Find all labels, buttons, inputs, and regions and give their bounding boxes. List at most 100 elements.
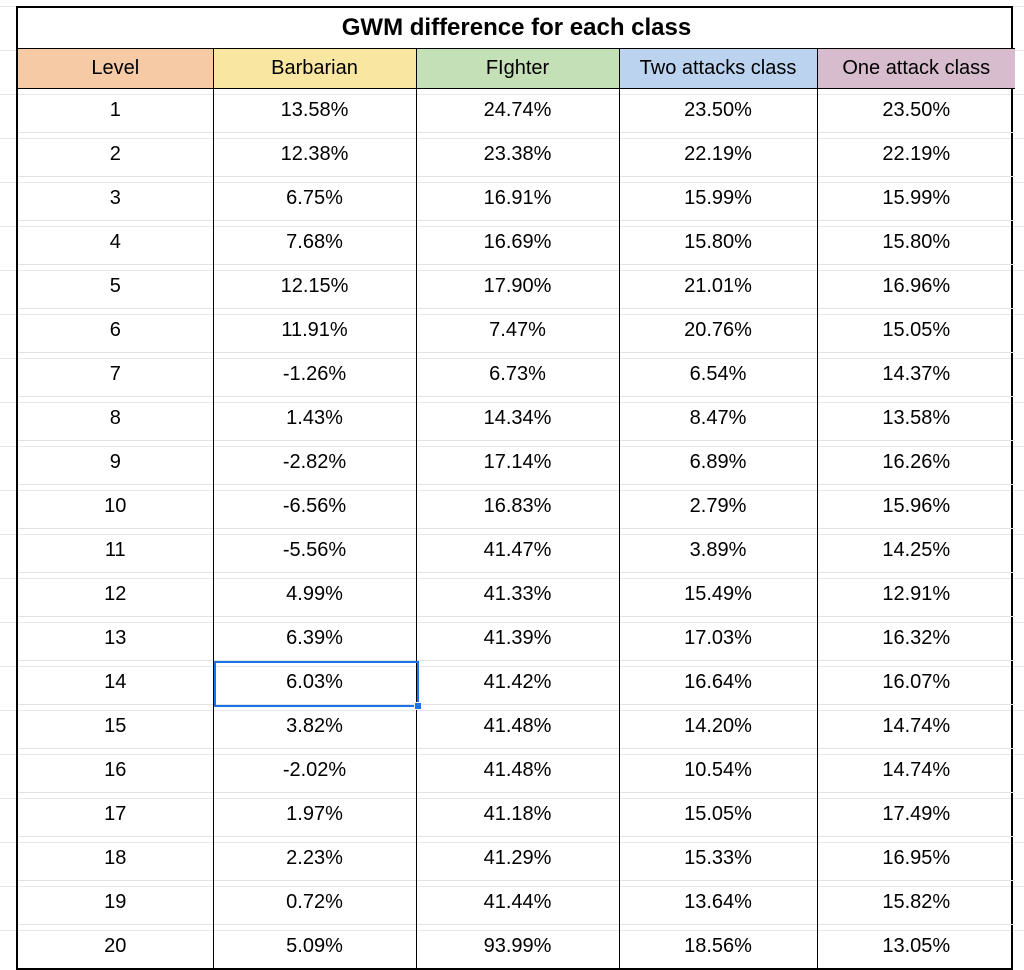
cell-level[interactable]: 20 <box>18 924 213 968</box>
cell-fighter[interactable]: 16.69% <box>416 220 619 264</box>
cell-fighter[interactable]: 6.73% <box>416 352 619 396</box>
cell-barbarian[interactable]: 13.58% <box>213 88 416 132</box>
cell-two[interactable]: 17.03% <box>619 616 817 660</box>
column-header-barbarian[interactable]: Barbarian <box>213 48 416 88</box>
cell-level[interactable]: 8 <box>18 396 213 440</box>
cell-one[interactable]: 14.37% <box>817 352 1015 396</box>
cell-one[interactable]: 16.26% <box>817 440 1015 484</box>
cell-level[interactable]: 5 <box>18 264 213 308</box>
cell-fighter[interactable]: 24.74% <box>416 88 619 132</box>
cell-barbarian[interactable]: 5.09% <box>213 924 416 968</box>
cell-barbarian[interactable]: -1.26% <box>213 352 416 396</box>
cell-two[interactable]: 15.80% <box>619 220 817 264</box>
cell-fighter[interactable]: 17.90% <box>416 264 619 308</box>
cell-level[interactable]: 3 <box>18 176 213 220</box>
cell-one[interactable]: 16.32% <box>817 616 1015 660</box>
cell-one[interactable]: 16.07% <box>817 660 1015 704</box>
cell-barbarian[interactable]: 1.97% <box>213 792 416 836</box>
cell-barbarian[interactable]: 12.15% <box>213 264 416 308</box>
cell-two[interactable]: 8.47% <box>619 396 817 440</box>
cell-two[interactable]: 6.54% <box>619 352 817 396</box>
cell-fighter[interactable]: 16.83% <box>416 484 619 528</box>
table-title[interactable]: GWM difference for each class <box>18 8 1015 48</box>
cell-barbarian[interactable]: 6.75% <box>213 176 416 220</box>
cell-fighter[interactable]: 7.47% <box>416 308 619 352</box>
cell-barbarian[interactable]: 4.99% <box>213 572 416 616</box>
cell-two[interactable]: 15.33% <box>619 836 817 880</box>
cell-barbarian[interactable]: 2.23% <box>213 836 416 880</box>
cell-one[interactable]: 14.74% <box>817 748 1015 792</box>
cell-level[interactable]: 2 <box>18 132 213 176</box>
cell-one[interactable]: 15.99% <box>817 176 1015 220</box>
cell-fighter[interactable]: 41.44% <box>416 880 619 924</box>
cell-two[interactable]: 15.49% <box>619 572 817 616</box>
cell-one[interactable]: 15.96% <box>817 484 1015 528</box>
cell-fighter[interactable]: 23.38% <box>416 132 619 176</box>
cell-level[interactable]: 14 <box>18 660 213 704</box>
cell-level[interactable]: 18 <box>18 836 213 880</box>
cell-two[interactable]: 21.01% <box>619 264 817 308</box>
cell-two[interactable]: 20.76% <box>619 308 817 352</box>
cell-barbarian[interactable]: -5.56% <box>213 528 416 572</box>
cell-barbarian[interactable]: 3.82% <box>213 704 416 748</box>
cell-two[interactable]: 6.89% <box>619 440 817 484</box>
cell-level[interactable]: 11 <box>18 528 213 572</box>
cell-one[interactable]: 12.91% <box>817 572 1015 616</box>
cell-level[interactable]: 16 <box>18 748 213 792</box>
cell-fighter[interactable]: 41.47% <box>416 528 619 572</box>
cell-barbarian[interactable]: 12.38% <box>213 132 416 176</box>
cell-one[interactable]: 23.50% <box>817 88 1015 132</box>
cell-two[interactable]: 15.05% <box>619 792 817 836</box>
cell-two[interactable]: 2.79% <box>619 484 817 528</box>
cell-level[interactable]: 12 <box>18 572 213 616</box>
cell-fighter[interactable]: 41.48% <box>416 748 619 792</box>
cell-two[interactable]: 18.56% <box>619 924 817 968</box>
cell-fighter[interactable]: 17.14% <box>416 440 619 484</box>
cell-one[interactable]: 16.95% <box>817 836 1015 880</box>
cell-barbarian[interactable]: -2.82% <box>213 440 416 484</box>
cell-level[interactable]: 17 <box>18 792 213 836</box>
cell-fighter[interactable]: 93.99% <box>416 924 619 968</box>
cell-barbarian[interactable]: 1.43% <box>213 396 416 440</box>
cell-barbarian[interactable]: -2.02% <box>213 748 416 792</box>
cell-one[interactable]: 17.49% <box>817 792 1015 836</box>
cell-two[interactable]: 13.64% <box>619 880 817 924</box>
cell-fighter[interactable]: 41.42% <box>416 660 619 704</box>
cell-level[interactable]: 19 <box>18 880 213 924</box>
cell-barbarian[interactable]: 6.03% <box>213 660 416 704</box>
cell-one[interactable]: 15.82% <box>817 880 1015 924</box>
cell-fighter[interactable]: 14.34% <box>416 396 619 440</box>
column-header-fighter[interactable]: FIghter <box>416 48 619 88</box>
cell-fighter[interactable]: 41.18% <box>416 792 619 836</box>
cell-one[interactable]: 15.05% <box>817 308 1015 352</box>
cell-barbarian[interactable]: 6.39% <box>213 616 416 660</box>
cell-fighter[interactable]: 41.33% <box>416 572 619 616</box>
cell-level[interactable]: 9 <box>18 440 213 484</box>
cell-two[interactable]: 3.89% <box>619 528 817 572</box>
column-header-one[interactable]: One attack class <box>817 48 1015 88</box>
cell-one[interactable]: 14.25% <box>817 528 1015 572</box>
cell-one[interactable]: 13.58% <box>817 396 1015 440</box>
cell-one[interactable]: 13.05% <box>817 924 1015 968</box>
cell-two[interactable]: 23.50% <box>619 88 817 132</box>
column-header-two[interactable]: Two attacks class <box>619 48 817 88</box>
cell-one[interactable]: 22.19% <box>817 132 1015 176</box>
cell-one[interactable]: 15.80% <box>817 220 1015 264</box>
cell-barbarian[interactable]: -6.56% <box>213 484 416 528</box>
cell-two[interactable]: 16.64% <box>619 660 817 704</box>
cell-two[interactable]: 10.54% <box>619 748 817 792</box>
cell-one[interactable]: 14.74% <box>817 704 1015 748</box>
cell-level[interactable]: 4 <box>18 220 213 264</box>
cell-two[interactable]: 22.19% <box>619 132 817 176</box>
cell-fighter[interactable]: 41.39% <box>416 616 619 660</box>
cell-level[interactable]: 13 <box>18 616 213 660</box>
cell-two[interactable]: 14.20% <box>619 704 817 748</box>
cell-two[interactable]: 15.99% <box>619 176 817 220</box>
column-header-level[interactable]: Level <box>18 48 213 88</box>
cell-fighter[interactable]: 41.48% <box>416 704 619 748</box>
cell-fighter[interactable]: 41.29% <box>416 836 619 880</box>
cell-one[interactable]: 16.96% <box>817 264 1015 308</box>
cell-level[interactable]: 15 <box>18 704 213 748</box>
cell-barbarian[interactable]: 0.72% <box>213 880 416 924</box>
cell-fighter[interactable]: 16.91% <box>416 176 619 220</box>
